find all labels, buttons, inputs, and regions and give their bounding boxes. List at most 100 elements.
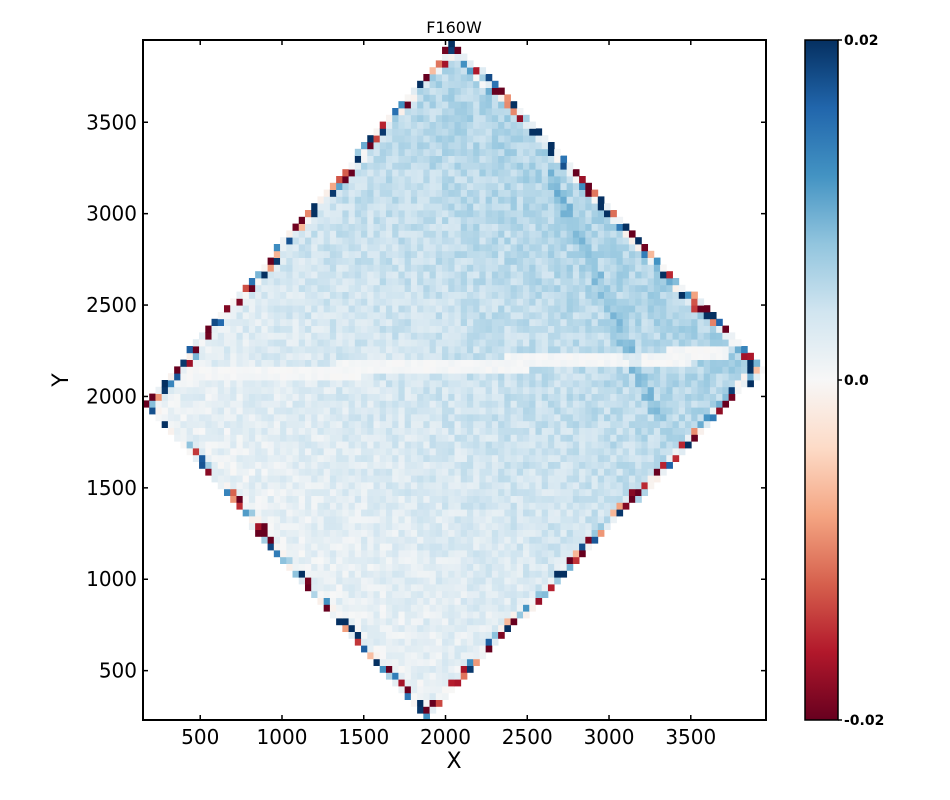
heatmap-cell bbox=[435, 638, 443, 646]
heatmap-cell bbox=[286, 420, 293, 428]
heatmap-cell bbox=[311, 373, 318, 381]
heatmap-cell bbox=[554, 359, 561, 367]
heatmap-cell bbox=[604, 298, 611, 306]
heatmap-cell bbox=[448, 169, 455, 177]
heatmap-cell bbox=[641, 448, 649, 456]
heatmap-cell bbox=[541, 318, 549, 326]
heatmap-cell bbox=[523, 495, 530, 503]
heatmap-cell bbox=[273, 468, 281, 476]
heatmap-cell bbox=[398, 495, 406, 503]
heatmap-cell bbox=[417, 590, 424, 598]
heatmap-cell bbox=[273, 509, 281, 517]
heatmap-cell bbox=[616, 509, 624, 517]
heatmap-cell bbox=[323, 488, 331, 496]
heatmap-cell bbox=[236, 427, 244, 435]
heatmap-cell bbox=[597, 475, 605, 483]
heatmap-cell bbox=[186, 359, 194, 367]
heatmap-cell bbox=[385, 495, 393, 503]
heatmap-cell bbox=[329, 434, 337, 442]
heatmap-cell bbox=[566, 550, 574, 558]
heatmap-cell bbox=[255, 318, 262, 326]
heatmap-cell bbox=[417, 550, 424, 558]
heatmap-cell bbox=[317, 584, 325, 592]
heatmap-cell bbox=[398, 257, 406, 265]
heatmap-cell bbox=[429, 502, 437, 510]
heatmap-cell bbox=[466, 570, 474, 578]
heatmap-cell bbox=[404, 162, 412, 170]
heatmap-cell bbox=[529, 291, 536, 299]
heatmap-cell bbox=[516, 543, 524, 551]
heatmap-cell bbox=[510, 570, 518, 578]
heatmap-cell bbox=[261, 393, 268, 401]
heatmap-cell bbox=[460, 339, 468, 347]
heatmap-cell bbox=[398, 380, 406, 388]
heatmap-cell bbox=[454, 162, 462, 170]
heatmap-cell bbox=[585, 257, 592, 265]
heatmap-cell bbox=[317, 427, 325, 435]
heatmap-cell bbox=[361, 203, 368, 211]
heatmap-cell bbox=[479, 502, 487, 510]
heatmap-cell bbox=[385, 427, 393, 435]
heatmap-cell bbox=[373, 645, 381, 653]
heatmap-cell bbox=[423, 509, 430, 517]
heatmap-cell bbox=[410, 570, 418, 578]
heatmap-cell bbox=[672, 284, 680, 292]
heatmap-cell bbox=[572, 278, 580, 286]
heatmap-cell bbox=[292, 291, 300, 299]
heatmap-cell bbox=[410, 631, 418, 639]
heatmap-cell bbox=[622, 495, 630, 503]
heatmap-cell bbox=[529, 550, 536, 558]
heatmap-cell bbox=[597, 468, 605, 476]
heatmap-cell bbox=[498, 604, 505, 612]
heatmap-cell bbox=[167, 380, 175, 388]
heatmap-cell bbox=[523, 475, 530, 483]
heatmap-cell bbox=[267, 543, 275, 551]
heatmap-cell bbox=[491, 155, 499, 163]
heatmap-cell bbox=[342, 210, 349, 218]
heatmap-cell bbox=[417, 128, 424, 136]
heatmap-cell bbox=[398, 318, 406, 326]
heatmap-cell bbox=[579, 210, 586, 218]
heatmap-cell bbox=[423, 298, 430, 306]
heatmap-cell bbox=[685, 291, 692, 299]
heatmap-cell bbox=[385, 332, 393, 340]
heatmap-cell bbox=[329, 182, 337, 190]
heatmap-cell bbox=[460, 264, 468, 272]
heatmap-cell bbox=[641, 339, 649, 347]
heatmap-cell bbox=[442, 250, 449, 258]
heatmap-cell bbox=[491, 393, 499, 401]
heatmap-cell bbox=[311, 400, 318, 408]
heatmap-cell bbox=[572, 529, 580, 537]
heatmap-cell bbox=[223, 427, 231, 435]
heatmap-cell bbox=[410, 210, 418, 218]
heatmap-cell bbox=[336, 434, 343, 442]
heatmap-cell bbox=[410, 380, 418, 388]
heatmap-cell bbox=[392, 318, 399, 326]
heatmap-cell bbox=[585, 237, 592, 245]
heatmap-cell bbox=[504, 318, 511, 326]
heatmap-cell bbox=[454, 359, 462, 367]
heatmap-cell bbox=[566, 359, 574, 367]
heatmap-cell bbox=[579, 244, 586, 252]
heatmap-cell bbox=[579, 291, 586, 299]
heatmap-cell bbox=[292, 366, 300, 374]
heatmap-cell bbox=[379, 257, 387, 265]
heatmap-cell bbox=[317, 482, 325, 490]
heatmap-cell bbox=[248, 468, 256, 476]
heatmap-cell bbox=[417, 624, 424, 632]
heatmap-cell bbox=[379, 237, 387, 245]
heatmap-cell bbox=[547, 189, 555, 197]
heatmap-cell bbox=[329, 550, 337, 558]
heatmap-cell bbox=[504, 611, 511, 619]
heatmap-cell bbox=[541, 142, 549, 150]
heatmap-cell bbox=[429, 216, 437, 224]
heatmap-cell bbox=[298, 400, 306, 408]
heatmap-cell bbox=[616, 284, 624, 292]
heatmap-cell bbox=[585, 434, 592, 442]
heatmap-cell bbox=[367, 250, 374, 258]
heatmap-cell bbox=[379, 162, 387, 170]
heatmap-cell bbox=[454, 597, 462, 605]
heatmap-cell bbox=[248, 454, 256, 462]
heatmap-cell bbox=[429, 108, 437, 116]
heatmap-cell bbox=[298, 312, 306, 320]
